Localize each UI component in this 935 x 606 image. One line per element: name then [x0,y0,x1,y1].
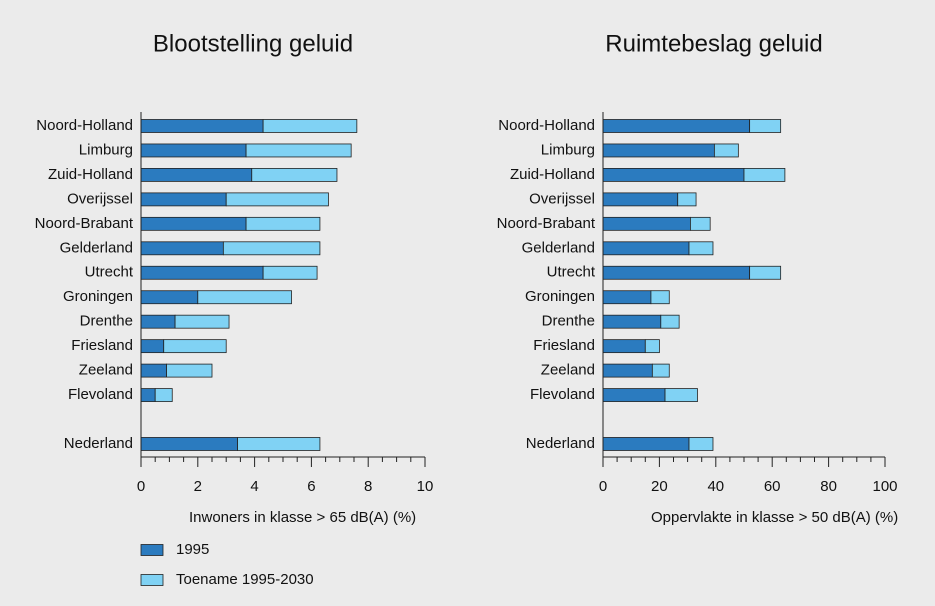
x-tick-label: 2 [194,478,202,495]
y-tick-label: Drenthe [80,313,133,330]
bar [749,119,782,133]
bar [602,339,646,354]
bar [602,192,679,207]
bar [602,241,690,256]
x-tick-label: 20 [651,478,668,495]
y-tick-label: Zeeland [79,362,133,379]
bar [660,314,680,329]
x-axis-label: Oppervlakte in klasse > 50 dB(A) (%) [651,509,898,526]
bar [225,192,329,207]
y-tick-label: Friesland [533,337,595,354]
bar [688,437,714,451]
y-tick-label: Groningen [525,288,595,305]
bar [749,265,782,280]
bar [140,388,156,402]
y-tick-label: Gelderland [522,239,595,256]
x-tick-label: 40 [707,478,724,495]
y-tick-label: Noord-Brabant [35,215,134,232]
y-tick-label: Flevoland [530,386,595,403]
bar [262,119,358,133]
bar [251,168,338,182]
bar [154,388,173,402]
bar [602,143,715,158]
x-axis-label: Inwoners in klasse > 65 dB(A) (%) [189,509,416,526]
bar [743,168,786,182]
bar [237,437,321,451]
x-tick-label: 8 [364,478,372,495]
bar [174,314,230,329]
bar [140,192,227,207]
y-tick-label: Utrecht [547,264,596,281]
y-tick-label: Noord-Holland [498,117,595,134]
bar [602,363,653,378]
bar [166,363,213,378]
bar [140,290,199,305]
y-tick-label: Utrecht [85,264,134,281]
bar [651,363,670,378]
bar [140,314,176,329]
x-tick-label: 0 [137,478,145,495]
y-tick-label: Noord-Brabant [497,215,596,232]
legend-swatch [140,574,164,586]
bar [650,290,670,305]
y-tick-label: Nederland [64,435,133,452]
bar [140,363,167,378]
bar [664,388,698,402]
y-tick-label: Friesland [71,337,133,354]
bar [245,216,321,231]
bar [602,388,666,402]
bar [602,314,662,329]
bar [140,168,253,182]
y-tick-label: Zeeland [541,362,595,379]
bar [602,437,690,451]
legend-label: Toename 1995-2030 [176,571,314,588]
bar [602,216,691,231]
x-tick-label: 100 [872,478,897,495]
x-tick-label: 6 [307,478,315,495]
y-tick-label: Overijssel [529,190,595,207]
bar [602,168,745,182]
bar [140,265,264,280]
bar [222,241,321,256]
y-tick-label: Groningen [63,288,133,305]
x-tick-label: 80 [820,478,837,495]
bar [713,143,739,158]
legend-swatch [140,544,164,556]
bar [140,241,224,256]
bar [163,339,227,354]
bar [602,265,751,280]
y-tick-label: Limburg [79,141,133,158]
y-tick-label: Noord-Holland [36,117,133,134]
y-tick-label: Flevoland [68,386,133,403]
bar [140,216,247,231]
x-tick-label: 60 [764,478,781,495]
bar [644,339,660,354]
y-tick-label: Gelderland [60,239,133,256]
x-tick-label: 0 [599,478,607,495]
chart-title: Blootstelling geluid [153,30,353,57]
bar [140,119,264,133]
bar [140,339,165,354]
legend-label: 1995 [176,541,209,558]
bar [602,119,751,133]
y-tick-label: Zuid-Holland [48,166,133,183]
y-tick-label: Drenthe [542,313,595,330]
bar [197,290,292,305]
bar [245,143,352,158]
bar [262,265,318,280]
x-tick-label: 10 [417,478,434,495]
y-tick-label: Limburg [541,141,595,158]
y-tick-label: Overijssel [67,190,133,207]
bar [677,192,697,207]
bar [140,143,247,158]
y-tick-label: Zuid-Holland [510,166,595,183]
y-tick-label: Nederland [526,435,595,452]
x-tick-label: 4 [250,478,258,495]
bar [690,216,711,231]
chart-title: Ruimtebeslag geluid [605,30,822,57]
bar [140,437,238,451]
bar [602,290,652,305]
bar [688,241,714,256]
